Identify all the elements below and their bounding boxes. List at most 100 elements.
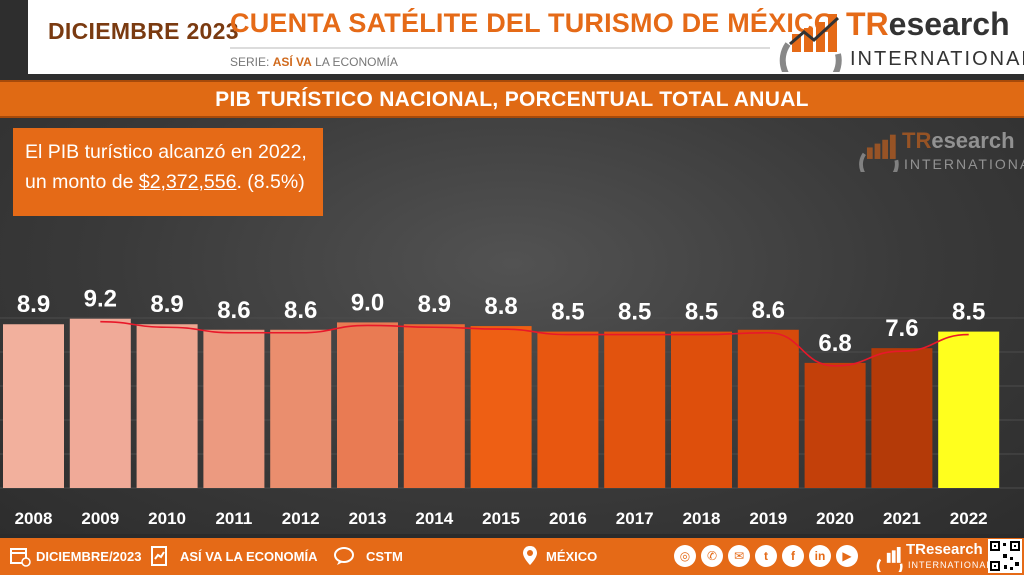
footer-series: ASÍ VA LA ECONOMÍA [180, 549, 318, 564]
value-labels: 8.9 9.2 8.9 8.6 8.6 9.0 8.9 8.8 8.5 8.5 8.5 8.6 6.8 7… [17, 286, 986, 357]
value-label-2011: 8.6 [217, 297, 250, 324]
bar-2018 [671, 331, 732, 488]
youtube-icon[interactable]: ▶ [836, 545, 858, 567]
logo-intl: INTERNATIONAL [850, 48, 1024, 70]
bars [3, 318, 1000, 488]
x-tick-2014: 2014 [415, 509, 453, 528]
watermark-tr: TR [902, 128, 932, 153]
footer-place: MÉXICO [546, 549, 598, 564]
logo-wordmark: TResearch [846, 6, 1010, 43]
series-rest: LA ECONOMÍA [311, 55, 398, 69]
qr-code-icon[interactable] [988, 539, 1022, 573]
value-label-2017: 8.5 [618, 299, 651, 326]
x-tick-2013: 2013 [349, 509, 387, 528]
note-prefix: un monto de [25, 171, 139, 193]
footer-logo-tr: TR [906, 541, 926, 558]
header-panel [28, 0, 1024, 74]
series-label: SERIE: ASÍ VA LA ECONOMÍA [230, 55, 398, 69]
header: DICIEMBRE 2023 CUENTA SATÉLITE DEL TURIS… [0, 0, 1024, 80]
bar-2019 [737, 329, 799, 488]
twitter-icon[interactable]: t [755, 545, 777, 567]
bar-2021 [871, 348, 933, 488]
bar-chart: 8.9 9.2 8.9 8.6 8.6 9.0 8.9 8.8 8.5 8.5 8.5 8.6 6.8 7… [0, 286, 1024, 528]
x-tick-2021: 2021 [883, 509, 921, 528]
value-label-2012: 8.6 [284, 297, 317, 324]
value-label-2020: 6.8 [818, 330, 851, 357]
value-label-2013: 9.0 [351, 289, 384, 316]
value-label-2021: 7.6 [885, 315, 918, 342]
x-tick-2017: 2017 [616, 509, 654, 528]
value-label-2010: 8.9 [150, 291, 183, 318]
footer: DICIEMBRE/2023 ASÍ VA LA ECONOMÍA CSTM M… [0, 538, 1024, 575]
page-title: CUENTA SATÉLITE DEL TURISMO DE MÉXICO [230, 8, 835, 38]
value-label-2009: 9.2 [84, 286, 117, 313]
brand-logo: TResearch INTERNATIONAL [778, 4, 1024, 74]
chart-title-bar: PIB TURÍSTICO NACIONAL, PORCENTUAL TOTAL… [0, 80, 1024, 118]
logo-rest: esearch [888, 6, 1010, 42]
x-tick-2020: 2020 [816, 509, 854, 528]
bar-2015 [470, 326, 532, 488]
watermark-intl: INTERNATIONAL [904, 156, 1024, 172]
value-label-2015: 8.8 [484, 293, 517, 320]
x-tick-2011: 2011 [215, 509, 252, 528]
mail-icon[interactable]: ✉ [728, 545, 750, 567]
x-tick-2009: 2009 [81, 509, 119, 528]
document-chart-icon [151, 546, 167, 566]
trend-line [100, 320, 969, 367]
watermark-mark-icon [859, 134, 899, 172]
bar-2014 [403, 324, 465, 488]
footer-logo: TResearch INTERNATIONAL [876, 540, 991, 574]
footer-logo-mark-icon [876, 547, 903, 572]
bar-2010 [136, 324, 198, 488]
series-prefix: SERIE: [230, 55, 273, 69]
bar-2020 [804, 362, 866, 488]
trend-line-group [100, 320, 969, 367]
value-label-2014: 8.9 [418, 291, 451, 318]
bar-2013 [337, 322, 398, 488]
x-tick-2019: 2019 [749, 509, 787, 528]
bar-2022 [938, 331, 1000, 488]
value-label-2008: 8.9 [17, 291, 50, 318]
series-bold: ASÍ VA [272, 55, 312, 69]
date-title: DICIEMBRE 2023 [48, 18, 239, 44]
x-tick-2018: 2018 [683, 509, 721, 528]
x-tick-2015: 2015 [482, 509, 520, 528]
title-divider [230, 47, 770, 49]
footer-logo-intl: INTERNATIONAL [908, 560, 993, 570]
value-label-2016: 8.5 [551, 299, 584, 326]
bar-2009 [69, 318, 131, 488]
value-label-2022: 8.5 [952, 299, 985, 326]
calendar-icon [10, 548, 31, 567]
note-line-1: El PIB turístico alcanzó en 2022, [25, 141, 307, 163]
watermark-logo: TResearch INTERNATIONAL [858, 128, 1024, 178]
bar-2012 [270, 329, 332, 488]
watermark-rest: esearch [931, 128, 1015, 153]
value-label-2018: 8.5 [685, 299, 718, 326]
x-tick-2012: 2012 [282, 509, 320, 528]
x-tick-2022: 2022 [950, 509, 988, 528]
x-tick-2010: 2010 [148, 509, 186, 528]
chart-title: PIB TURÍSTICO NACIONAL, PORCENTUAL TOTAL… [215, 88, 809, 111]
logo-tr: TR [846, 6, 889, 42]
footer-logo-wordmark: TResearch [906, 541, 983, 558]
note-line-2: un monto de $2,372,556. (8.5%) [25, 167, 311, 197]
watermark-wordmark: TResearch [902, 128, 1015, 154]
note-amount: $2,372,556 [138, 171, 237, 193]
x-tick-2016: 2016 [549, 509, 587, 528]
facebook-icon[interactable]: f [782, 545, 804, 567]
footer-source: CSTM [366, 549, 403, 564]
bar-2017 [604, 331, 666, 488]
bar-2008 [3, 324, 64, 488]
footer-logo-rest: esearch [926, 541, 983, 558]
bar-2016 [537, 331, 599, 488]
footer-date: DICIEMBRE/2023 [36, 549, 142, 564]
x-tick-2008: 2008 [15, 509, 53, 528]
x-tick-labels: 2008 2009 2010 2011 2012 2013 2014 2015 2016 2017… [15, 509, 988, 528]
globe-icon[interactable]: ◎ [674, 545, 696, 567]
note-suffix: . (8.5%) [236, 171, 305, 193]
value-label-2019: 8.6 [752, 297, 785, 324]
phone-icon[interactable]: ✆ [701, 545, 723, 567]
logo-mark-icon [779, 14, 842, 72]
linkedin-icon[interactable]: in [809, 545, 831, 567]
callout-note: El PIB turístico alcanzó en 2022, un mon… [13, 128, 323, 216]
